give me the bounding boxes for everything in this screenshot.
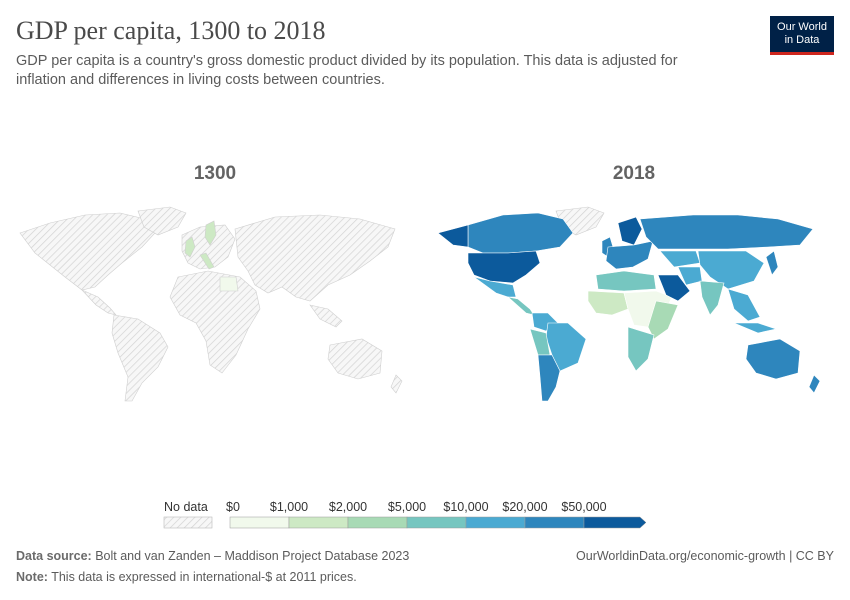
legend-label: $2,000 (329, 500, 367, 514)
greenland-1300[interactable] (137, 206, 187, 236)
chile-argentina-2018[interactable] (537, 354, 561, 402)
alaska-2018[interactable] (437, 224, 469, 248)
north-africa-2018[interactable] (595, 270, 657, 292)
china-2018[interactable] (697, 250, 765, 290)
north-america-1300[interactable] (19, 212, 156, 291)
legend-swatch (229, 516, 290, 529)
source-text[interactable]: Bolt and van Zanden – Maddison Project D… (95, 549, 410, 563)
footer-url[interactable]: OurWorldinData.org/economic-growth | CC … (576, 549, 834, 563)
note-label: Note: (16, 570, 48, 584)
new-zealand-2018[interactable] (808, 374, 821, 394)
map-label-2018: 2018 (612, 163, 656, 184)
legend-swatch (347, 516, 408, 529)
italy-1300[interactable] (199, 252, 215, 270)
source-label: Data source: (16, 549, 92, 563)
color-legend: No data $0 $1,000 $2,000 $5,000 $10,000 $20,0… (163, 500, 647, 529)
legend-swatch (583, 516, 647, 529)
owid-logo[interactable]: Our World in Data (770, 16, 834, 55)
world-map-2018[interactable] (428, 205, 838, 405)
britain-1300[interactable] (184, 236, 196, 258)
west-africa-2018[interactable] (587, 290, 629, 316)
central-america-1300[interactable] (81, 289, 117, 316)
map-label-1300: 1300 (193, 163, 237, 184)
arabia-2018[interactable] (657, 274, 691, 302)
legend-no-data-swatch (163, 516, 213, 529)
note-text: This data is expressed in international-… (51, 570, 357, 584)
japan-korea-2018[interactable] (765, 250, 779, 276)
east-africa-2018[interactable] (647, 300, 679, 340)
australia-2018[interactable] (745, 338, 801, 380)
legend-swatch (524, 516, 585, 529)
legend-label: $0 (226, 500, 240, 514)
south-america-1300[interactable] (111, 314, 169, 402)
scandinavia-2018[interactable] (617, 216, 643, 246)
world-map-1300[interactable] (10, 205, 420, 405)
chart-title: GDP per capita, 1300 to 2018 (16, 16, 326, 45)
southern-africa-2018[interactable] (627, 326, 655, 372)
africa-1300[interactable] (169, 270, 261, 374)
legend-swatch (288, 516, 349, 529)
legend-label: $1,000 (270, 500, 308, 514)
legend-no-data-label: No data (164, 500, 208, 514)
southeast-asia-1300[interactable] (309, 304, 343, 328)
egypt-1300[interactable] (219, 276, 239, 292)
logo-line-1: Our World (777, 21, 827, 33)
legend-label: $10,000 (443, 500, 488, 514)
central-america-2018[interactable] (506, 296, 535, 316)
europe-2018[interactable] (605, 240, 654, 270)
legend-swatch (465, 516, 526, 529)
footer-note: Note: This data is expressed in internat… (16, 570, 357, 584)
legend-swatch (406, 516, 467, 529)
mexico-2018[interactable] (473, 276, 517, 298)
asia-1300[interactable] (234, 214, 396, 302)
southeast-asia-2018[interactable] (727, 288, 761, 322)
sweden-1300[interactable] (204, 220, 217, 246)
indonesia-2018[interactable] (733, 322, 778, 334)
india-2018[interactable] (699, 280, 725, 316)
chart-subtitle: GDP per capita is a country's gross dome… (16, 53, 678, 88)
logo-line-2: in Data (784, 34, 820, 46)
legend-label: $20,000 (502, 500, 547, 514)
new-zealand-1300[interactable] (390, 374, 403, 394)
legend-label: $5,000 (388, 500, 426, 514)
kazakhstan-2018[interactable] (659, 250, 701, 268)
usa-2018[interactable] (467, 250, 541, 284)
canada-2018[interactable] (467, 212, 574, 254)
footer-source: Data source: Bolt and van Zanden – Maddi… (16, 549, 409, 563)
legend-label: $50,000 (561, 500, 606, 514)
australia-1300[interactable] (327, 338, 383, 380)
russia-2018[interactable] (639, 214, 814, 250)
